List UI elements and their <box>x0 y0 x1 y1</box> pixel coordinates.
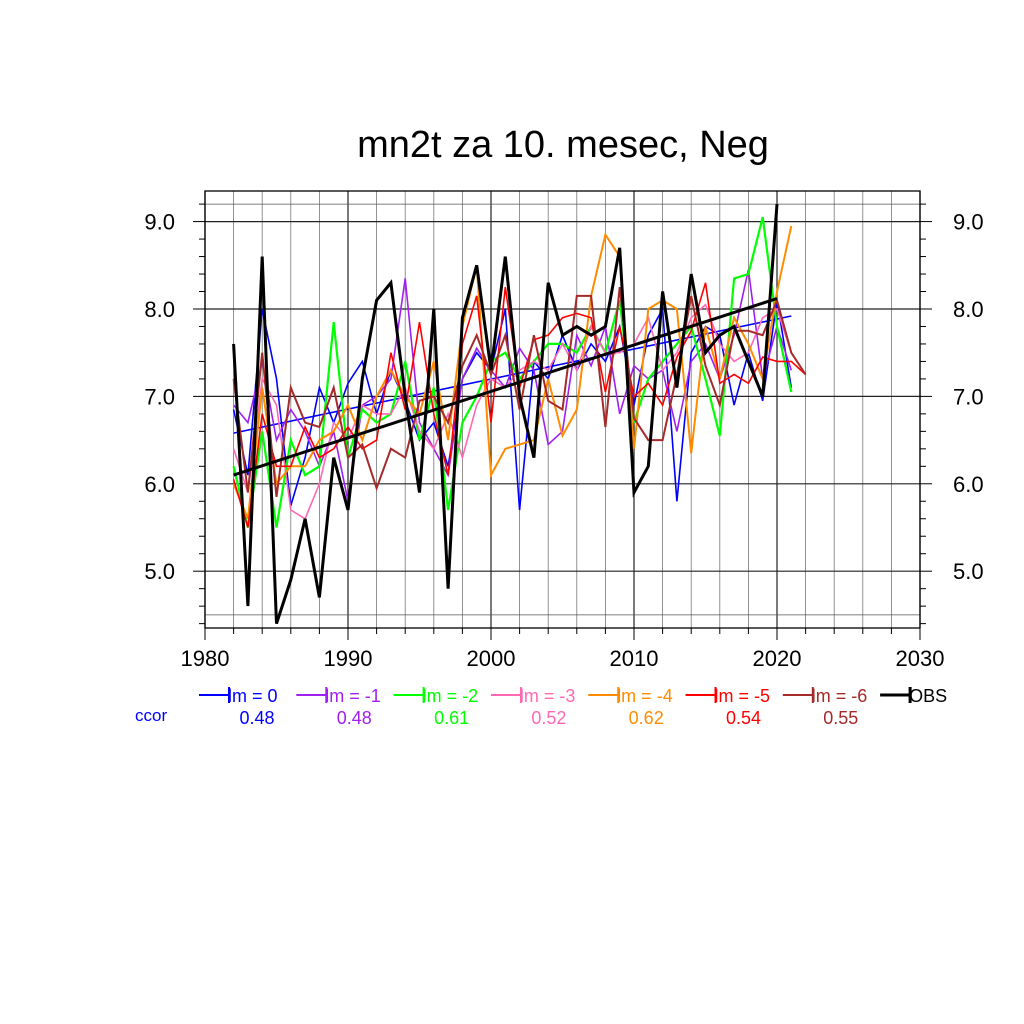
chart-title: mn2t za 10. mesec, Neg <box>357 124 769 166</box>
y-tick-label-right: 5.0 <box>953 559 984 584</box>
legend-label: lm = -6 <box>812 686 868 706</box>
x-tick-label: 2030 <box>896 646 945 671</box>
legend-label: lm = -2 <box>423 686 479 706</box>
y-tick-label-left: 5.0 <box>144 559 175 584</box>
y-tick-label-right: 7.0 <box>953 384 984 409</box>
series-lines <box>232 203 807 625</box>
legend-ccor-value: 0.48 <box>337 708 372 728</box>
legend-label: lm = -4 <box>617 686 673 706</box>
legend-label: lm = -5 <box>715 686 771 706</box>
legend-ccor-value: 0.62 <box>629 708 664 728</box>
y-tick-label-left: 7.0 <box>144 384 175 409</box>
legend-ccor-value: 0.48 <box>239 708 274 728</box>
ccor-label: ccor <box>135 706 167 725</box>
y-tick-label-left: 6.0 <box>144 472 175 497</box>
y-tick-label-right: 9.0 <box>953 210 984 235</box>
legend-label: lm = -3 <box>520 686 576 706</box>
legend-ccor-value: 0.61 <box>434 708 469 728</box>
y-tick-label-left: 9.0 <box>144 210 175 235</box>
grid <box>204 191 921 628</box>
plot-frame <box>204 190 921 629</box>
series-line-lm-6 <box>232 286 807 498</box>
y-tick-label-right: 8.0 <box>953 297 984 322</box>
y-tick-label-left: 8.0 <box>144 297 175 322</box>
series-line-lm-4 <box>232 225 793 520</box>
x-tick-label: 2020 <box>753 646 802 671</box>
x-tick-label: 1990 <box>324 646 373 671</box>
trend-line-obs <box>233 297 778 477</box>
x-tick-label: 1980 <box>181 646 230 671</box>
series-line-lm-2 <box>232 216 793 528</box>
legend-ccor-value: 0.54 <box>726 708 761 728</box>
x-tick-label: 2000 <box>467 646 516 671</box>
legend-label: lm = -1 <box>325 686 381 706</box>
axis-ticks <box>193 203 932 640</box>
legend-ccor-value: 0.55 <box>823 708 858 728</box>
legend-label: lm = 0 <box>228 686 278 706</box>
tick-labels: 1980 1990 2000 2010 2020 2030 5.0 5.0 6.0 6.0 7.0 7… <box>144 210 983 671</box>
legend-label: OBS <box>909 686 947 706</box>
x-tick-label: 2010 <box>610 646 659 671</box>
y-tick-label-right: 6.0 <box>953 472 984 497</box>
series-line-obs <box>232 203 779 625</box>
legend-ccor-value: 0.52 <box>531 708 566 728</box>
